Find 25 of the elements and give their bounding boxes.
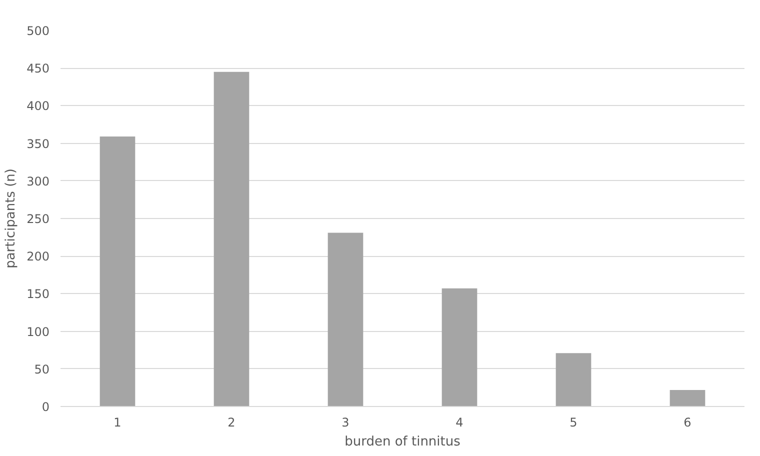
y-tick-label: 250 bbox=[26, 212, 50, 226]
bar bbox=[556, 353, 592, 406]
y-tick-label: 100 bbox=[26, 324, 50, 339]
y-tick-label: 400 bbox=[26, 99, 50, 114]
x-tick-label: 2 bbox=[228, 416, 236, 430]
y-tick-label: 150 bbox=[26, 287, 50, 302]
x-tick-label: 5 bbox=[570, 416, 578, 430]
x-tick-label: 1 bbox=[114, 416, 122, 430]
x-tick-label: 4 bbox=[456, 416, 464, 430]
bar bbox=[100, 136, 136, 406]
y-axis-title: participants (n) bbox=[4, 168, 19, 268]
x-tick-label: 6 bbox=[684, 416, 692, 430]
y-tick-label: 300 bbox=[26, 174, 50, 188]
x-tick-label: 3 bbox=[342, 416, 350, 430]
y-tick-label: 0 bbox=[42, 400, 50, 414]
y-tick-label: 350 bbox=[26, 136, 50, 151]
x-axis-title: burden of tinnitus bbox=[344, 434, 461, 450]
y-tick-label: 200 bbox=[26, 250, 50, 264]
bar bbox=[442, 288, 478, 406]
y-tick-label: 50 bbox=[34, 362, 50, 376]
bar bbox=[670, 390, 706, 406]
bar bbox=[328, 232, 364, 406]
y-tick-label: 450 bbox=[26, 62, 50, 76]
bar bbox=[214, 72, 250, 406]
y-tick-label: 500 bbox=[26, 24, 50, 38]
